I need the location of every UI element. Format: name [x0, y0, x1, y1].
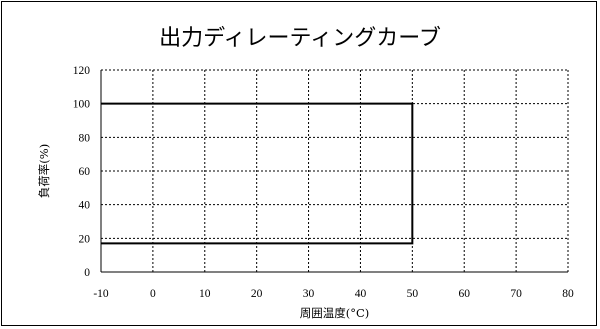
y-tick-label: 100	[73, 99, 91, 111]
y-axis-ticks: 0 20 40 60 80 100 120	[73, 65, 91, 279]
x-tick-label: 60	[458, 288, 470, 300]
series-layer	[101, 102, 414, 245]
x-tick-label: 20	[251, 288, 263, 300]
x-tick-label: 30	[303, 288, 315, 300]
x-tick-label: 40	[355, 288, 367, 300]
y-tick-label: 20	[79, 233, 91, 245]
y-tick-label: 120	[73, 65, 91, 77]
y-axis-label: 負荷率(%)	[37, 144, 51, 198]
x-tick-label: 10	[199, 288, 211, 300]
x-tick-label: 80	[562, 288, 574, 300]
derating-curve-line	[101, 102, 414, 245]
x-tick-label: 50	[407, 288, 419, 300]
x-axis-ticks: -10 0 10 20 30 40 50 60 70 80	[93, 288, 574, 300]
y-tick-label: 60	[79, 166, 91, 178]
x-tick-label: 70	[510, 288, 522, 300]
y-tick-label: 0	[84, 267, 90, 279]
y-tick-label: 40	[79, 200, 91, 212]
chart-title: 出力ディレーティングカーブ	[159, 26, 441, 51]
x-tick-label: 0	[150, 288, 156, 300]
x-axis-label: 周囲温度(°C)	[300, 306, 370, 320]
plot-area-border	[100, 69, 569, 273]
y-tick-label: 80	[79, 132, 91, 144]
x-tick-label: -10	[93, 288, 109, 300]
grid	[101, 69, 568, 272]
